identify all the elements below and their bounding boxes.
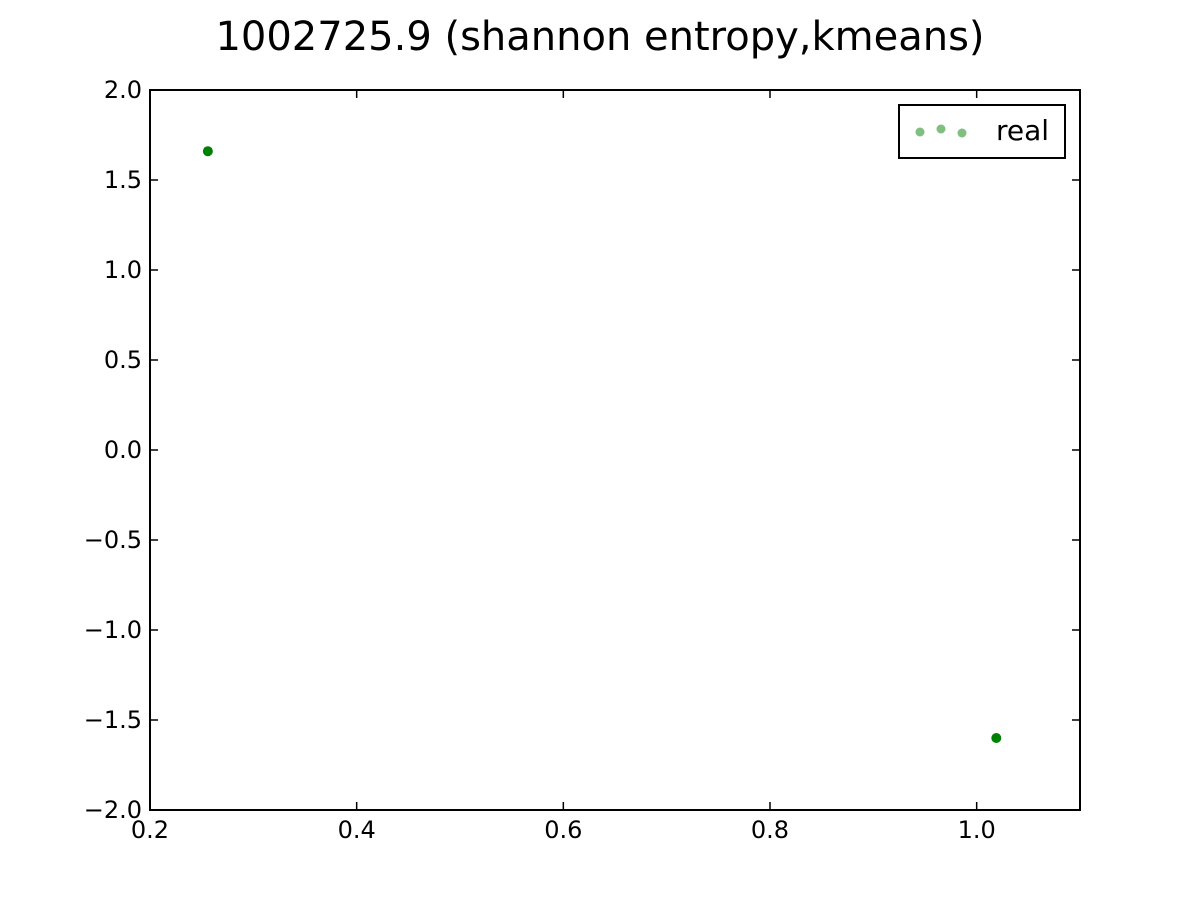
axis-ticks: 0.2 0.4 0.6 0.8 1.0 2.0 1.5 1.0 0.5 0.0 −0.5 −1.0 −1… <box>84 76 1080 844</box>
plot-frame <box>149 89 1081 811</box>
plot-area <box>150 90 1080 810</box>
y-tick-label: −1.0 <box>84 616 142 644</box>
legend-marker-dot <box>957 128 967 138</box>
data-point <box>991 733 1002 743</box>
x-tick-label: 0.8 <box>751 816 789 844</box>
x-tick-label: 0.2 <box>131 816 169 844</box>
y-tick-label: −0.5 <box>84 526 142 554</box>
y-tick-label: 1.0 <box>104 256 142 284</box>
y-tick-label: −1.5 <box>84 706 142 734</box>
y-tick-label: 1.5 <box>104 166 142 194</box>
legend-box <box>898 104 1066 159</box>
legend: real <box>898 104 1066 159</box>
x-tick-label: 1.0 <box>958 816 996 844</box>
legend-marker-dot <box>915 127 925 137</box>
chart-title: 1002725.9 (shannon entropy,kmeans) <box>215 14 984 60</box>
y-tick-label: 0.5 <box>104 346 142 374</box>
data-points <box>202 146 1002 743</box>
y-tick-label: 2.0 <box>104 76 142 104</box>
legend-marker-dot <box>936 124 946 134</box>
x-tick-label: 0.6 <box>544 816 582 844</box>
x-tick-label: 0.4 <box>338 816 376 844</box>
y-tick-label: −2.0 <box>84 796 142 824</box>
data-point <box>202 146 213 157</box>
y-tick-label: 0.0 <box>104 436 142 464</box>
legend-label-real: real <box>996 114 1049 147</box>
